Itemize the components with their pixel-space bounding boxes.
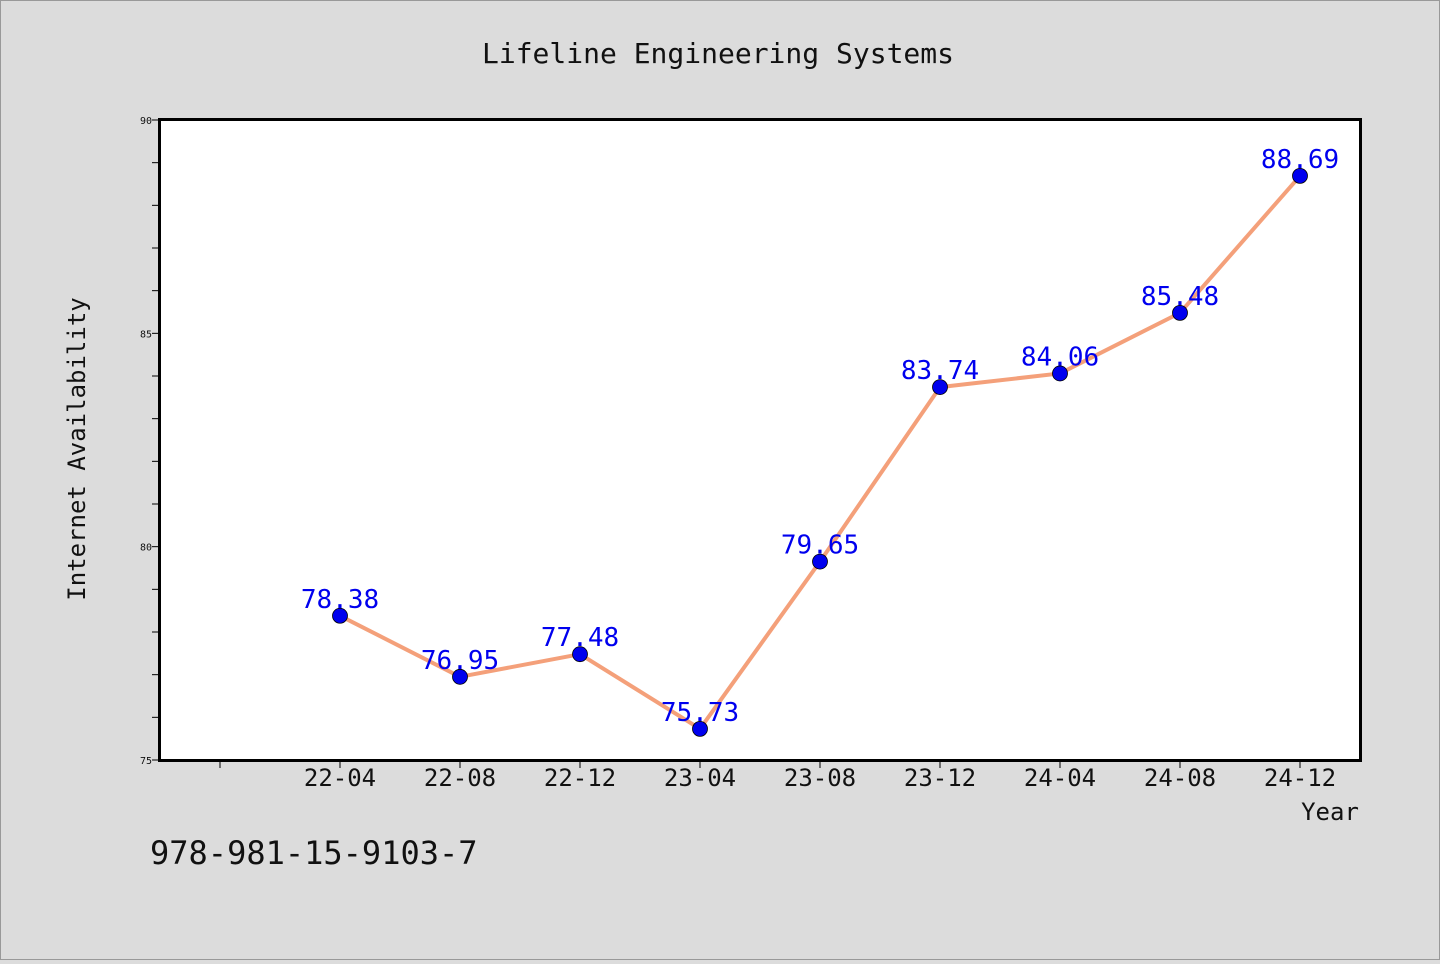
data-label: 85.48 — [1141, 282, 1219, 312]
x-tick-label: 23-12 — [904, 764, 976, 792]
data-label: 78.38 — [301, 585, 379, 615]
y-tick-label: 90 — [140, 116, 152, 127]
x-tick-label: 23-08 — [784, 764, 856, 792]
footer-code: 978-981-15-9103-7 — [150, 834, 478, 872]
y-axis-title: Internet Availability — [63, 297, 91, 600]
data-label: 76.95 — [421, 646, 499, 676]
x-tick-label: 22-04 — [304, 764, 376, 792]
x-tick-label: 24-04 — [1024, 764, 1096, 792]
data-label: 88.69 — [1261, 145, 1339, 175]
data-points — [332, 167, 1308, 737]
axis-ticks: 75 80 85 90 22-04 22-08 22-12 23-04 23-08 23-12 24… — [140, 116, 1336, 792]
data-point — [452, 668, 468, 685]
data-label: 77.48 — [541, 623, 619, 653]
data-point — [572, 646, 588, 663]
data-point — [1172, 304, 1188, 321]
x-axis-title: Year — [1301, 798, 1359, 826]
x-tick-label: 22-12 — [544, 764, 616, 792]
data-point — [1052, 365, 1068, 382]
x-tick-label: 22-08 — [424, 764, 496, 792]
data-label: 83.74 — [901, 356, 979, 386]
x-tick-label: 24-12 — [1264, 764, 1336, 792]
chart-title: Lifeline Engineering Systems — [482, 37, 954, 70]
x-tick-label: 24-08 — [1144, 764, 1216, 792]
x-tick-label: 23-04 — [664, 764, 736, 792]
data-label: 84.06 — [1021, 342, 1099, 372]
data-point — [812, 553, 828, 570]
plot-area — [158, 118, 1362, 762]
data-point — [692, 720, 708, 737]
data-label: 79.65 — [781, 531, 859, 561]
y-tick-label: 85 — [140, 329, 152, 340]
data-point — [932, 379, 948, 395]
data-point — [332, 607, 348, 624]
y-tick-label: 80 — [140, 543, 152, 554]
y-tick-label: 75 — [140, 756, 152, 767]
data-labels: 78.38 76.95 77.48 75.73 79.65 83.74 84.06 85.48… — [301, 145, 1339, 728]
data-label: 75.73 — [661, 698, 739, 728]
data-point — [1292, 167, 1308, 184]
